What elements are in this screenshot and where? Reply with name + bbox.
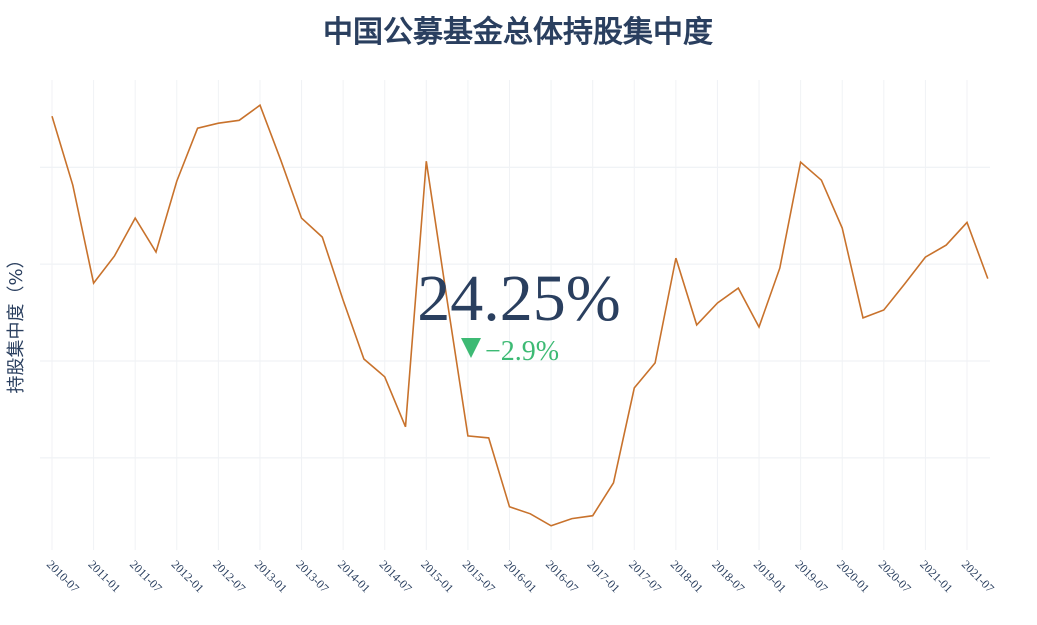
x-tick-label: 2011-01 [85,557,123,595]
x-tick-label: 2017-07 [626,557,664,595]
x-tick-label: 2019-01 [751,557,789,595]
x-tick-label: 2019-07 [793,557,831,595]
x-tick-label: 2021-07 [959,557,997,595]
x-tick-label: 2013-01 [252,557,290,595]
y-axis-title: 持股集中度（%） [6,250,27,393]
x-tick-label: 2018-01 [668,557,706,595]
delta-arrow [461,338,481,358]
x-tick-label: 2014-07 [377,557,415,595]
x-tick-label: 2010-07 [44,557,82,595]
x-tick-label: 2016-07 [543,557,581,595]
line [51,103,989,527]
x-tick-label: 2015-01 [418,557,456,595]
indicator-value: 24.25% [417,262,620,335]
x-tick-label: 2012-07 [210,557,248,595]
x-tick-label: 2020-01 [834,557,872,595]
x-tick-label: 2011-07 [127,557,165,595]
x-tick-label: 2012-01 [169,557,207,595]
x-tick-label: 2018-07 [709,557,747,595]
x-tick-label: 2017-01 [585,557,623,595]
x-tick-label: 2015-07 [460,557,498,595]
indicator-delta: −2.9% [485,336,559,367]
x-tick-label: 2020-07 [876,557,914,595]
x-tick-label: 2014-01 [335,557,373,595]
chart-title: 中国公募基金总体持股集中度 [323,15,713,50]
x-tick-label: 2021-01 [917,557,955,595]
x-tick-label: 2016-01 [501,557,539,595]
x-tick-label: 2013-07 [293,557,331,595]
